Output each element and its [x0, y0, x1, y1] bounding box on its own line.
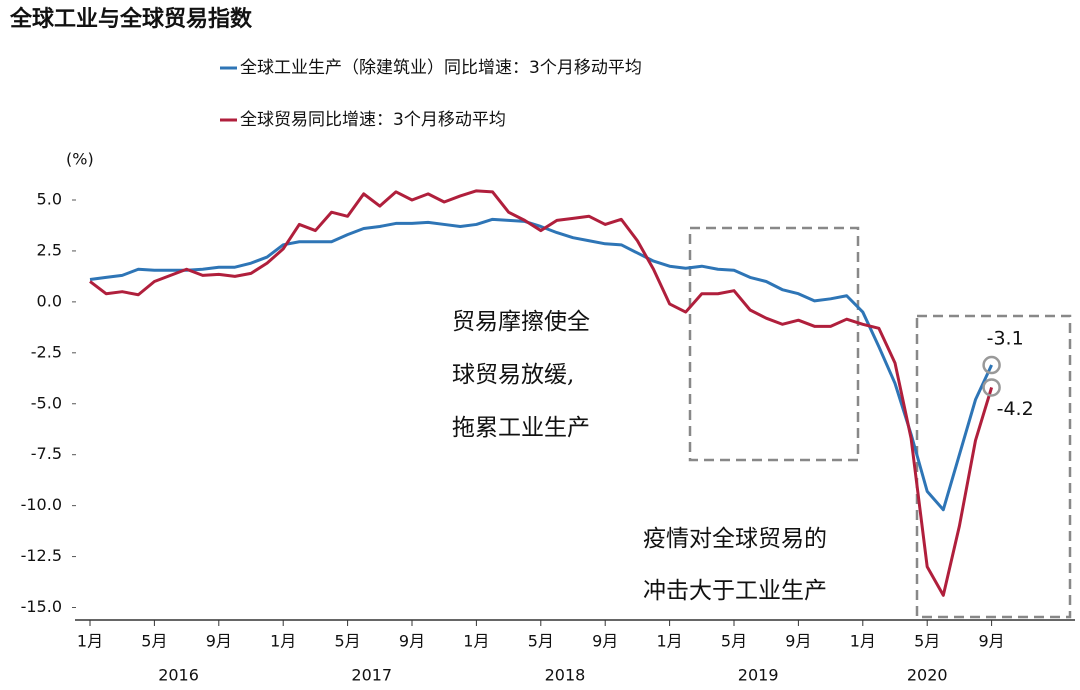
y-tick-label: -5.0 — [31, 393, 62, 412]
year-label: 2020 — [907, 666, 948, 685]
y-tick-label: -7.5 — [31, 444, 62, 463]
x-tick-label: 9月 — [979, 632, 1005, 651]
x-tick-label: 9月 — [785, 632, 811, 651]
year-label: 2016 — [158, 666, 199, 685]
end-marker — [982, 378, 1001, 397]
x-tick-label: 1月 — [270, 632, 296, 651]
line-series — [89, 189, 994, 597]
y-tick-label: -15.0 — [21, 597, 62, 616]
end-label: -3.1 — [987, 328, 1024, 350]
x-tick-label: 1月 — [850, 632, 876, 651]
year-label: 2019 — [738, 666, 779, 685]
x-tick-label: 5月 — [335, 632, 361, 651]
chart-title: 全球工业与全球贸易指数 — [9, 6, 253, 32]
highlight-box — [688, 226, 860, 462]
x-tick-label: 1月 — [77, 632, 103, 651]
year-label: 2017 — [351, 666, 392, 685]
x-tick-label: 5月 — [528, 632, 554, 651]
x-tick-label: 9月 — [592, 632, 618, 651]
annotation: 拖累工业生产 — [452, 415, 590, 441]
x-tick-label: 9月 — [399, 632, 425, 651]
annotation: 疫情对全球贸易的 — [643, 526, 827, 552]
y-tick-label: 5.0 — [37, 189, 62, 208]
legend-label: 全球工业生产（除建筑业）同比增速：3个月移动平均 — [240, 58, 642, 78]
x-tick-label: 5月 — [721, 632, 747, 651]
y-tick-label: 2.5 — [37, 240, 62, 259]
y-tick-label: 0.0 — [37, 291, 62, 310]
end-marker — [982, 355, 1001, 375]
highlight-box — [915, 314, 1072, 619]
y-tick-label: -10.0 — [21, 495, 62, 514]
year-label: 2018 — [545, 666, 586, 685]
x-tick-label: 9月 — [206, 632, 232, 651]
end-label: -4.2 — [997, 398, 1034, 420]
x-tick-label: 1月 — [657, 632, 683, 651]
y-axis-label: (%) — [66, 150, 94, 169]
annotation: 球贸易放缓, — [452, 362, 574, 388]
y-tick-label: -2.5 — [31, 342, 62, 361]
line-series — [89, 217, 993, 512]
x-tick-label: 5月 — [141, 632, 167, 651]
y-tick-label: -12.5 — [21, 546, 62, 565]
legend-label: 全球贸易同比增速：3个月移动平均 — [240, 110, 506, 130]
x-tick-label: 1月 — [463, 632, 489, 651]
x-tick-label: 5月 — [914, 632, 940, 651]
annotation: 冲击大于工业生产 — [643, 578, 827, 604]
annotation: 贸易摩擦使全 — [452, 309, 590, 335]
